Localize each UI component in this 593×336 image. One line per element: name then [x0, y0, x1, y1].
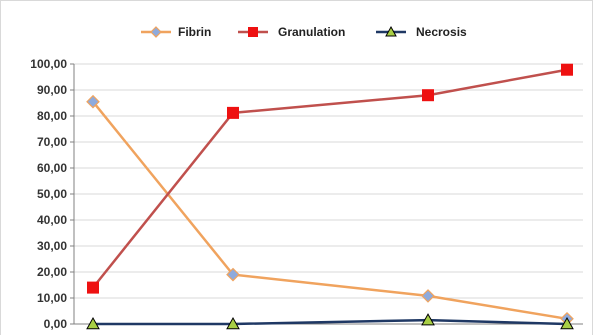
series-necrosis	[86, 313, 574, 330]
gridlines	[74, 63, 583, 299]
data-point-fibrin	[421, 289, 435, 303]
data-point-necrosis	[421, 313, 435, 326]
legend: Fibrin Granulation Necrosis	[141, 25, 467, 39]
data-point-granulation	[561, 63, 573, 76]
legend-item-fibrin: Fibrin	[141, 25, 211, 39]
y-tick-label: 90,00	[37, 83, 67, 97]
legend-label: Necrosis	[416, 25, 467, 39]
series-line-fibrin	[92, 100, 568, 321]
legend-swatch-marker	[150, 26, 162, 38]
legend-label: Granulation	[278, 25, 345, 39]
y-axis-tick-labels: 0,00 10,00 20,00 30,00 40,00 50,00 60,00 70,00 8…	[30, 57, 67, 331]
y-tick-label: 20,00	[37, 265, 67, 279]
legend-swatch-marker	[385, 25, 397, 37]
data-point-granulation	[422, 89, 434, 102]
y-tick-label: 100,00	[30, 57, 67, 71]
series-lines	[86, 63, 574, 330]
y-tick-label: 10,00	[37, 291, 67, 305]
legend-item-granulation: Granulation	[238, 25, 345, 39]
legend-item-necrosis: Necrosis	[376, 25, 467, 39]
series-line-granulation	[92, 68, 568, 289]
data-point-necrosis	[86, 316, 100, 330]
y-tick-label: 60,00	[37, 161, 67, 175]
data-point-fibrin	[226, 267, 240, 282]
y-tick-label: 70,00	[37, 135, 67, 149]
y-tick-label: 0,00	[44, 317, 68, 331]
data-point-granulation	[87, 281, 99, 294]
data-point-necrosis	[560, 316, 574, 330]
y-tick-label: 50,00	[37, 187, 67, 201]
legend-swatch-marker	[248, 27, 258, 37]
series-granulation	[87, 63, 573, 294]
data-point-fibrin	[86, 94, 100, 109]
series-line-necrosis	[93, 318, 568, 326]
legend-label: Fibrin	[178, 25, 211, 39]
data-point-necrosis	[226, 316, 240, 330]
data-point-granulation	[227, 106, 239, 119]
y-tick-label: 30,00	[37, 239, 67, 253]
y-tick-label: 80,00	[37, 109, 67, 123]
y-tick-label: 40,00	[37, 213, 67, 227]
series-fibrin	[86, 94, 574, 326]
